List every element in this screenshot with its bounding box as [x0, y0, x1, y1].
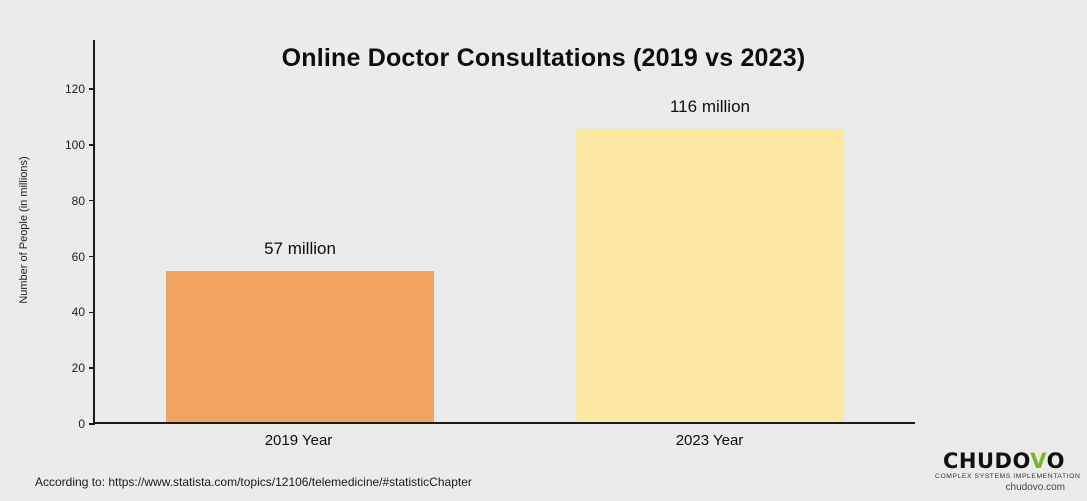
bar: 57 million: [166, 239, 434, 422]
y-tick-mark: [89, 367, 95, 369]
bar-slot: 116 million: [505, 40, 915, 422]
y-tick-mark: [89, 199, 95, 202]
brand-wordmark: CHUDOVO: [935, 450, 1065, 472]
x-axis-category-labels: 2019 Year 2023 Year: [93, 432, 915, 449]
brand-tagline: COMPLEX SYSTEMS IMPLEMENTATION: [935, 473, 1081, 480]
y-tick-label: 80: [71, 193, 85, 208]
y-tick-mark: [89, 88, 95, 90]
y-tick: 20: [71, 361, 95, 376]
y-tick-mark: [89, 423, 95, 425]
y-tick-label: 40: [71, 305, 85, 320]
y-tick-mark: [89, 255, 95, 258]
y-tick: 60: [71, 249, 95, 264]
y-tick: 40: [71, 305, 95, 320]
brand-wordmark-post: O: [1046, 448, 1065, 473]
brand-website: chudovo.com: [1005, 482, 1065, 493]
y-tick-mark: [89, 144, 95, 146]
y-axis-title: Number of People (in millions): [18, 156, 30, 304]
y-tick: 0: [78, 417, 95, 431]
bar-value-label: 57 million: [264, 239, 336, 259]
y-tick: 120: [64, 82, 95, 96]
y-tick-label: 20: [71, 361, 85, 376]
company-logo: CHUDOVO COMPLEX SYSTEMS IMPLEMENTATION c…: [935, 450, 1081, 493]
x-category-label: 2023 Year: [675, 432, 744, 449]
bar-slot: 57 million: [95, 40, 505, 422]
y-tick-label: 100: [64, 137, 85, 152]
y-tick-label: 0: [78, 417, 85, 431]
bars-container: 57 million 116 million: [95, 40, 915, 422]
plot-area: 57 million 116 million 0 20 40 60 80 100 120: [65, 40, 915, 431]
brand-wordmark-v: V: [1030, 448, 1047, 473]
y-tick-mark: [89, 311, 95, 314]
y-tick: 100: [64, 137, 95, 152]
bar: 116 million: [576, 97, 844, 422]
source-attribution: According to: https://www.statista.com/t…: [35, 475, 472, 489]
bar-value-label: 116 million: [669, 96, 751, 116]
y-tick-label: 120: [64, 82, 85, 96]
x-category-label: 2019 Year: [264, 432, 333, 449]
brand-wordmark-pre: CHUDO: [942, 448, 1031, 473]
y-tick-label: 60: [71, 249, 85, 264]
y-tick: 80: [71, 193, 95, 208]
chart-title: Online Doctor Consultations (2019 vs 202…: [281, 44, 806, 72]
